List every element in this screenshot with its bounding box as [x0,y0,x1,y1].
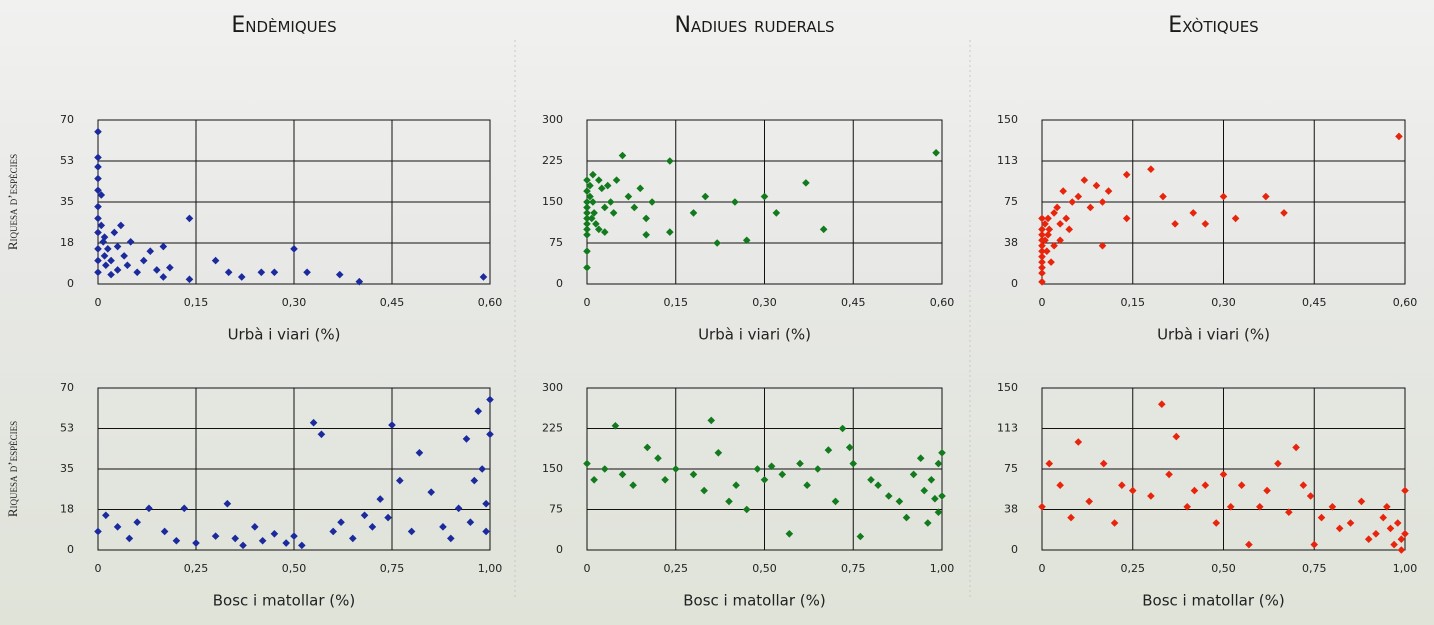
y-axis-label: Riquesa d’espècies [5,154,20,250]
x-tick-label: 0,30 [282,296,307,309]
x-tick-label: 0,50 [282,562,307,575]
y-tick-label: 18 [60,236,74,249]
x-tick-label: 0,25 [664,562,689,575]
x-tick-label: 0 [95,296,102,309]
y-tick-label: 70 [60,381,74,394]
figure: 0 18 35 53 70 0 0,15 0,30 0,45 0,60 Endèmiques Urbà… [0,0,1434,625]
y-tick-label: 113 [997,422,1018,435]
x-tick-label: 0,25 [184,562,209,575]
x-tick-label: 0 [584,562,591,575]
x-tick-label: 0,75 [841,562,866,575]
x-axis-label: Urbà i viari (%) [228,326,341,344]
x-tick-label: 1,00 [1393,562,1418,575]
column-title: Endèmiques [231,13,336,38]
background [0,0,1434,625]
x-tick-label: 0,45 [380,296,405,309]
y-tick-label: 70 [60,113,74,126]
x-tick-label: 0,60 [1393,296,1418,309]
y-tick-label: 53 [60,422,74,435]
y-tick-label: 75 [549,236,563,249]
y-tick-label: 150 [542,462,563,475]
y-tick-label: 0 [1011,543,1018,556]
y-tick-label: 300 [542,381,563,394]
x-axis-label: Bosc i matollar (%) [213,592,356,610]
x-tick-label: 0,15 [664,296,689,309]
x-tick-label: 1,00 [478,562,503,575]
y-tick-label: 0 [67,277,74,290]
y-tick-label: 75 [1004,195,1018,208]
y-tick-label: 38 [1004,236,1018,249]
x-tick-label: 0,25 [1121,562,1146,575]
y-tick-label: 0 [67,543,74,556]
x-tick-label: 0,75 [380,562,405,575]
x-tick-label: 0,15 [184,296,209,309]
y-tick-label: 75 [549,503,563,516]
x-tick-label: 0,60 [930,296,955,309]
y-tick-label: 113 [997,154,1018,167]
y-tick-label: 75 [1004,462,1018,475]
y-tick-label: 35 [60,195,74,208]
y-tick-label: 300 [542,113,563,126]
x-tick-label: 0 [584,296,591,309]
x-tick-label: 0,50 [1211,562,1236,575]
x-axis-label: Bosc i matollar (%) [683,592,826,610]
y-tick-label: 225 [542,154,563,167]
x-tick-label: 0 [95,562,102,575]
y-tick-label: 38 [1004,503,1018,516]
x-tick-label: 0,30 [1211,296,1236,309]
x-tick-label: 0,45 [1302,296,1327,309]
y-tick-label: 53 [60,154,74,167]
x-tick-label: 0,60 [478,296,503,309]
y-tick-label: 225 [542,422,563,435]
x-tick-label: 0,75 [1302,562,1327,575]
x-axis-label: Urbà i viari (%) [698,326,811,344]
y-tick-label: 35 [60,462,74,475]
y-tick-label: 0 [556,543,563,556]
y-tick-label: 18 [60,503,74,516]
x-tick-label: 0 [1039,562,1046,575]
x-tick-label: 0,30 [752,296,777,309]
x-axis-label: Bosc i matollar (%) [1142,592,1285,610]
y-tick-label: 0 [556,277,563,290]
y-axis-label: Riquesa d’espècies [5,421,20,517]
column-title: Nadiues ruderals [674,13,834,38]
y-tick-label: 150 [542,195,563,208]
x-tick-label: 1,00 [930,562,955,575]
x-tick-label: 0 [1039,296,1046,309]
y-tick-label: 150 [997,381,1018,394]
x-tick-label: 0,45 [841,296,866,309]
x-axis-label: Urbà i viari (%) [1157,326,1270,344]
y-tick-label: 0 [1011,277,1018,290]
x-tick-label: 0,50 [752,562,777,575]
x-tick-label: 0,15 [1121,296,1146,309]
y-tick-label: 150 [997,113,1018,126]
column-title: Exòtiques [1168,13,1258,38]
